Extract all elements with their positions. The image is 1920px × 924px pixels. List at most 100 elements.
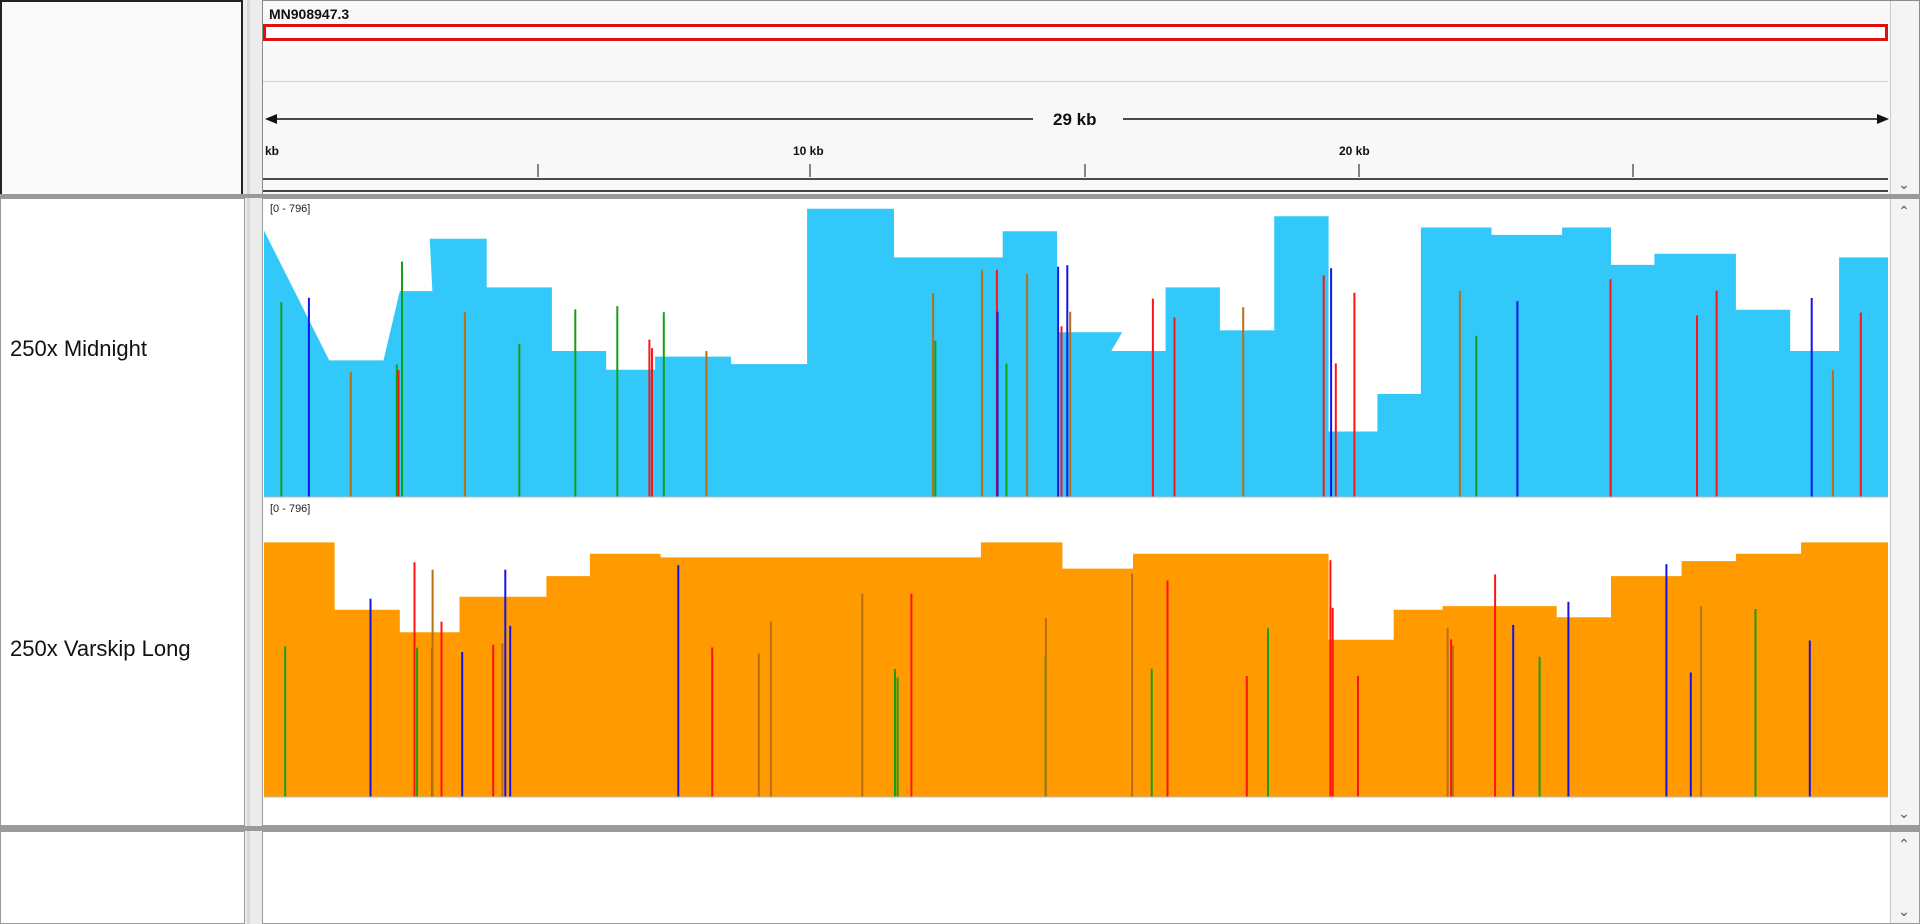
mismatch-bar[interactable] — [1150, 668, 1153, 797]
mismatch-bar[interactable] — [1245, 676, 1248, 797]
feature-scrollbar[interactable]: ⌃ ⌄ — [1890, 832, 1919, 923]
feature-panel[interactable]: ⌃ ⌄ — [262, 831, 1920, 924]
mismatch-bar[interactable] — [401, 261, 403, 498]
ruler-panel[interactable]: MN908947.3 29 kb kb 10 kb 20 kb ⌄ — [262, 0, 1920, 197]
mismatch-bar[interactable] — [662, 312, 665, 497]
mismatch-bar[interactable] — [397, 370, 400, 497]
mismatch-bar[interactable] — [910, 593, 913, 797]
mismatch-bar[interactable] — [1267, 628, 1269, 797]
mismatch-bar[interactable] — [677, 565, 680, 797]
section-divider[interactable] — [0, 194, 1920, 198]
mismatch-bar[interactable] — [1689, 672, 1692, 798]
mismatch-bar[interactable] — [280, 302, 283, 497]
mismatch-bar[interactable] — [1066, 265, 1069, 497]
mismatch-bar[interactable] — [894, 669, 896, 797]
mismatch-bar[interactable] — [1665, 564, 1668, 797]
mismatch-bar[interactable] — [1005, 363, 1008, 497]
mismatch-bar[interactable] — [413, 562, 416, 797]
mismatch-bar[interactable] — [369, 598, 372, 797]
scroll-up-icon[interactable]: ⌃ — [1898, 836, 1910, 852]
mismatch-bar[interactable] — [574, 309, 577, 497]
varskip-track[interactable] — [264, 542, 1888, 798]
mismatch-bar[interactable] — [1330, 268, 1333, 497]
mismatch-bar[interactable] — [1057, 266, 1060, 497]
scroll-down-icon[interactable]: ⌄ — [1898, 903, 1910, 919]
mismatch-bar[interactable] — [463, 312, 466, 497]
track-label-varskip[interactable]: 250x Varskip Long — [10, 636, 191, 661]
scroll-up-icon[interactable]: ⌃ — [1898, 203, 1910, 219]
mismatch-bar[interactable] — [1044, 618, 1047, 797]
mismatch-bar[interactable] — [1322, 275, 1325, 497]
mismatch-bar[interactable] — [896, 677, 899, 798]
mismatch-bar[interactable] — [934, 340, 937, 497]
mismatch-bar[interactable] — [711, 647, 714, 797]
mismatch-bar[interactable] — [1458, 291, 1461, 497]
mismatch-bar[interactable] — [307, 297, 310, 497]
panel-divider[interactable] — [247, 198, 250, 826]
mismatch-bar[interactable] — [1242, 307, 1245, 497]
mismatch-bar[interactable] — [1512, 624, 1515, 797]
mismatch-bar[interactable] — [416, 647, 419, 797]
mismatch-bar[interactable] — [861, 593, 864, 797]
mismatch-bar[interactable] — [1754, 609, 1757, 797]
scroll-down-icon[interactable]: ⌄ — [1898, 176, 1910, 192]
midnight-track[interactable] — [264, 208, 1888, 498]
mismatch-bar[interactable] — [461, 652, 464, 797]
mismatch-bar[interactable] — [349, 371, 352, 497]
panel-divider[interactable] — [247, 0, 250, 197]
mismatch-bar[interactable] — [651, 348, 653, 497]
mismatch-bar[interactable] — [509, 625, 512, 797]
coverage-area[interactable] — [264, 208, 1888, 497]
mismatch-bar[interactable] — [1334, 363, 1337, 497]
header-scrollbar[interactable]: ⌄ — [1890, 1, 1919, 196]
mismatch-bar[interactable] — [1609, 360, 1612, 497]
mismatch-bar[interactable] — [1700, 606, 1703, 797]
scroll-down-icon[interactable]: ⌄ — [1898, 805, 1910, 821]
mismatch-bar[interactable] — [1696, 315, 1698, 498]
mismatch-bar[interactable] — [1357, 675, 1359, 797]
mismatch-bar[interactable] — [1451, 645, 1454, 797]
mismatch-bar[interactable] — [1166, 580, 1169, 797]
section-divider[interactable] — [0, 826, 1920, 831]
mismatch-bar[interactable] — [501, 643, 504, 797]
mismatch-bar[interactable] — [769, 621, 772, 797]
mismatch-bar[interactable] — [1353, 292, 1356, 497]
mismatch-bar[interactable] — [1450, 639, 1453, 798]
mismatch-bar[interactable] — [1475, 335, 1478, 497]
mismatch-bar[interactable] — [1538, 656, 1541, 798]
mismatch-bar[interactable] — [1446, 628, 1449, 797]
mismatch-bar[interactable] — [705, 351, 708, 497]
mismatch-bar[interactable] — [440, 621, 443, 797]
panel-divider[interactable] — [247, 831, 250, 924]
mismatch-bar[interactable] — [518, 343, 521, 497]
mismatch-bar[interactable] — [981, 269, 983, 497]
mismatch-bar[interactable] — [757, 653, 760, 797]
mismatch-bar[interactable] — [1069, 311, 1072, 497]
mismatch-bar[interactable] — [1173, 317, 1176, 498]
mismatch-bar[interactable] — [504, 569, 507, 797]
mismatch-bar[interactable] — [648, 339, 651, 497]
coverage-tracks[interactable] — [264, 199, 1888, 825]
mismatch-bar[interactable] — [1831, 370, 1834, 497]
current-region-box[interactable] — [263, 24, 1888, 41]
mismatch-bar[interactable] — [932, 293, 935, 497]
mismatch-bar[interactable] — [1567, 601, 1570, 797]
ruler[interactable] — [263, 101, 1893, 196]
data-panel[interactable]: [0 - 796] [0 - 796] ⌃ ⌄ — [262, 198, 1920, 826]
mismatch-bar[interactable] — [492, 644, 495, 797]
mismatch-bar[interactable] — [1329, 560, 1332, 797]
mismatch-bar[interactable] — [1494, 574, 1497, 797]
mismatch-bar[interactable] — [431, 569, 434, 797]
mismatch-bar[interactable] — [1331, 607, 1334, 797]
mismatch-bar[interactable] — [1131, 573, 1134, 798]
mismatch-bar[interactable] — [1151, 298, 1154, 497]
mismatch-bar[interactable] — [1808, 640, 1811, 798]
mismatch-bar[interactable] — [1810, 298, 1813, 497]
mismatch-bar[interactable] — [616, 306, 619, 497]
mismatch-bar[interactable] — [284, 646, 287, 797]
track-label-midnight[interactable]: 250x Midnight — [10, 336, 147, 361]
mismatch-bar[interactable] — [1060, 326, 1063, 497]
mismatch-bar[interactable] — [395, 364, 398, 498]
mismatch-bar[interactable] — [1859, 312, 1862, 498]
mismatch-bar[interactable] — [1516, 301, 1519, 497]
